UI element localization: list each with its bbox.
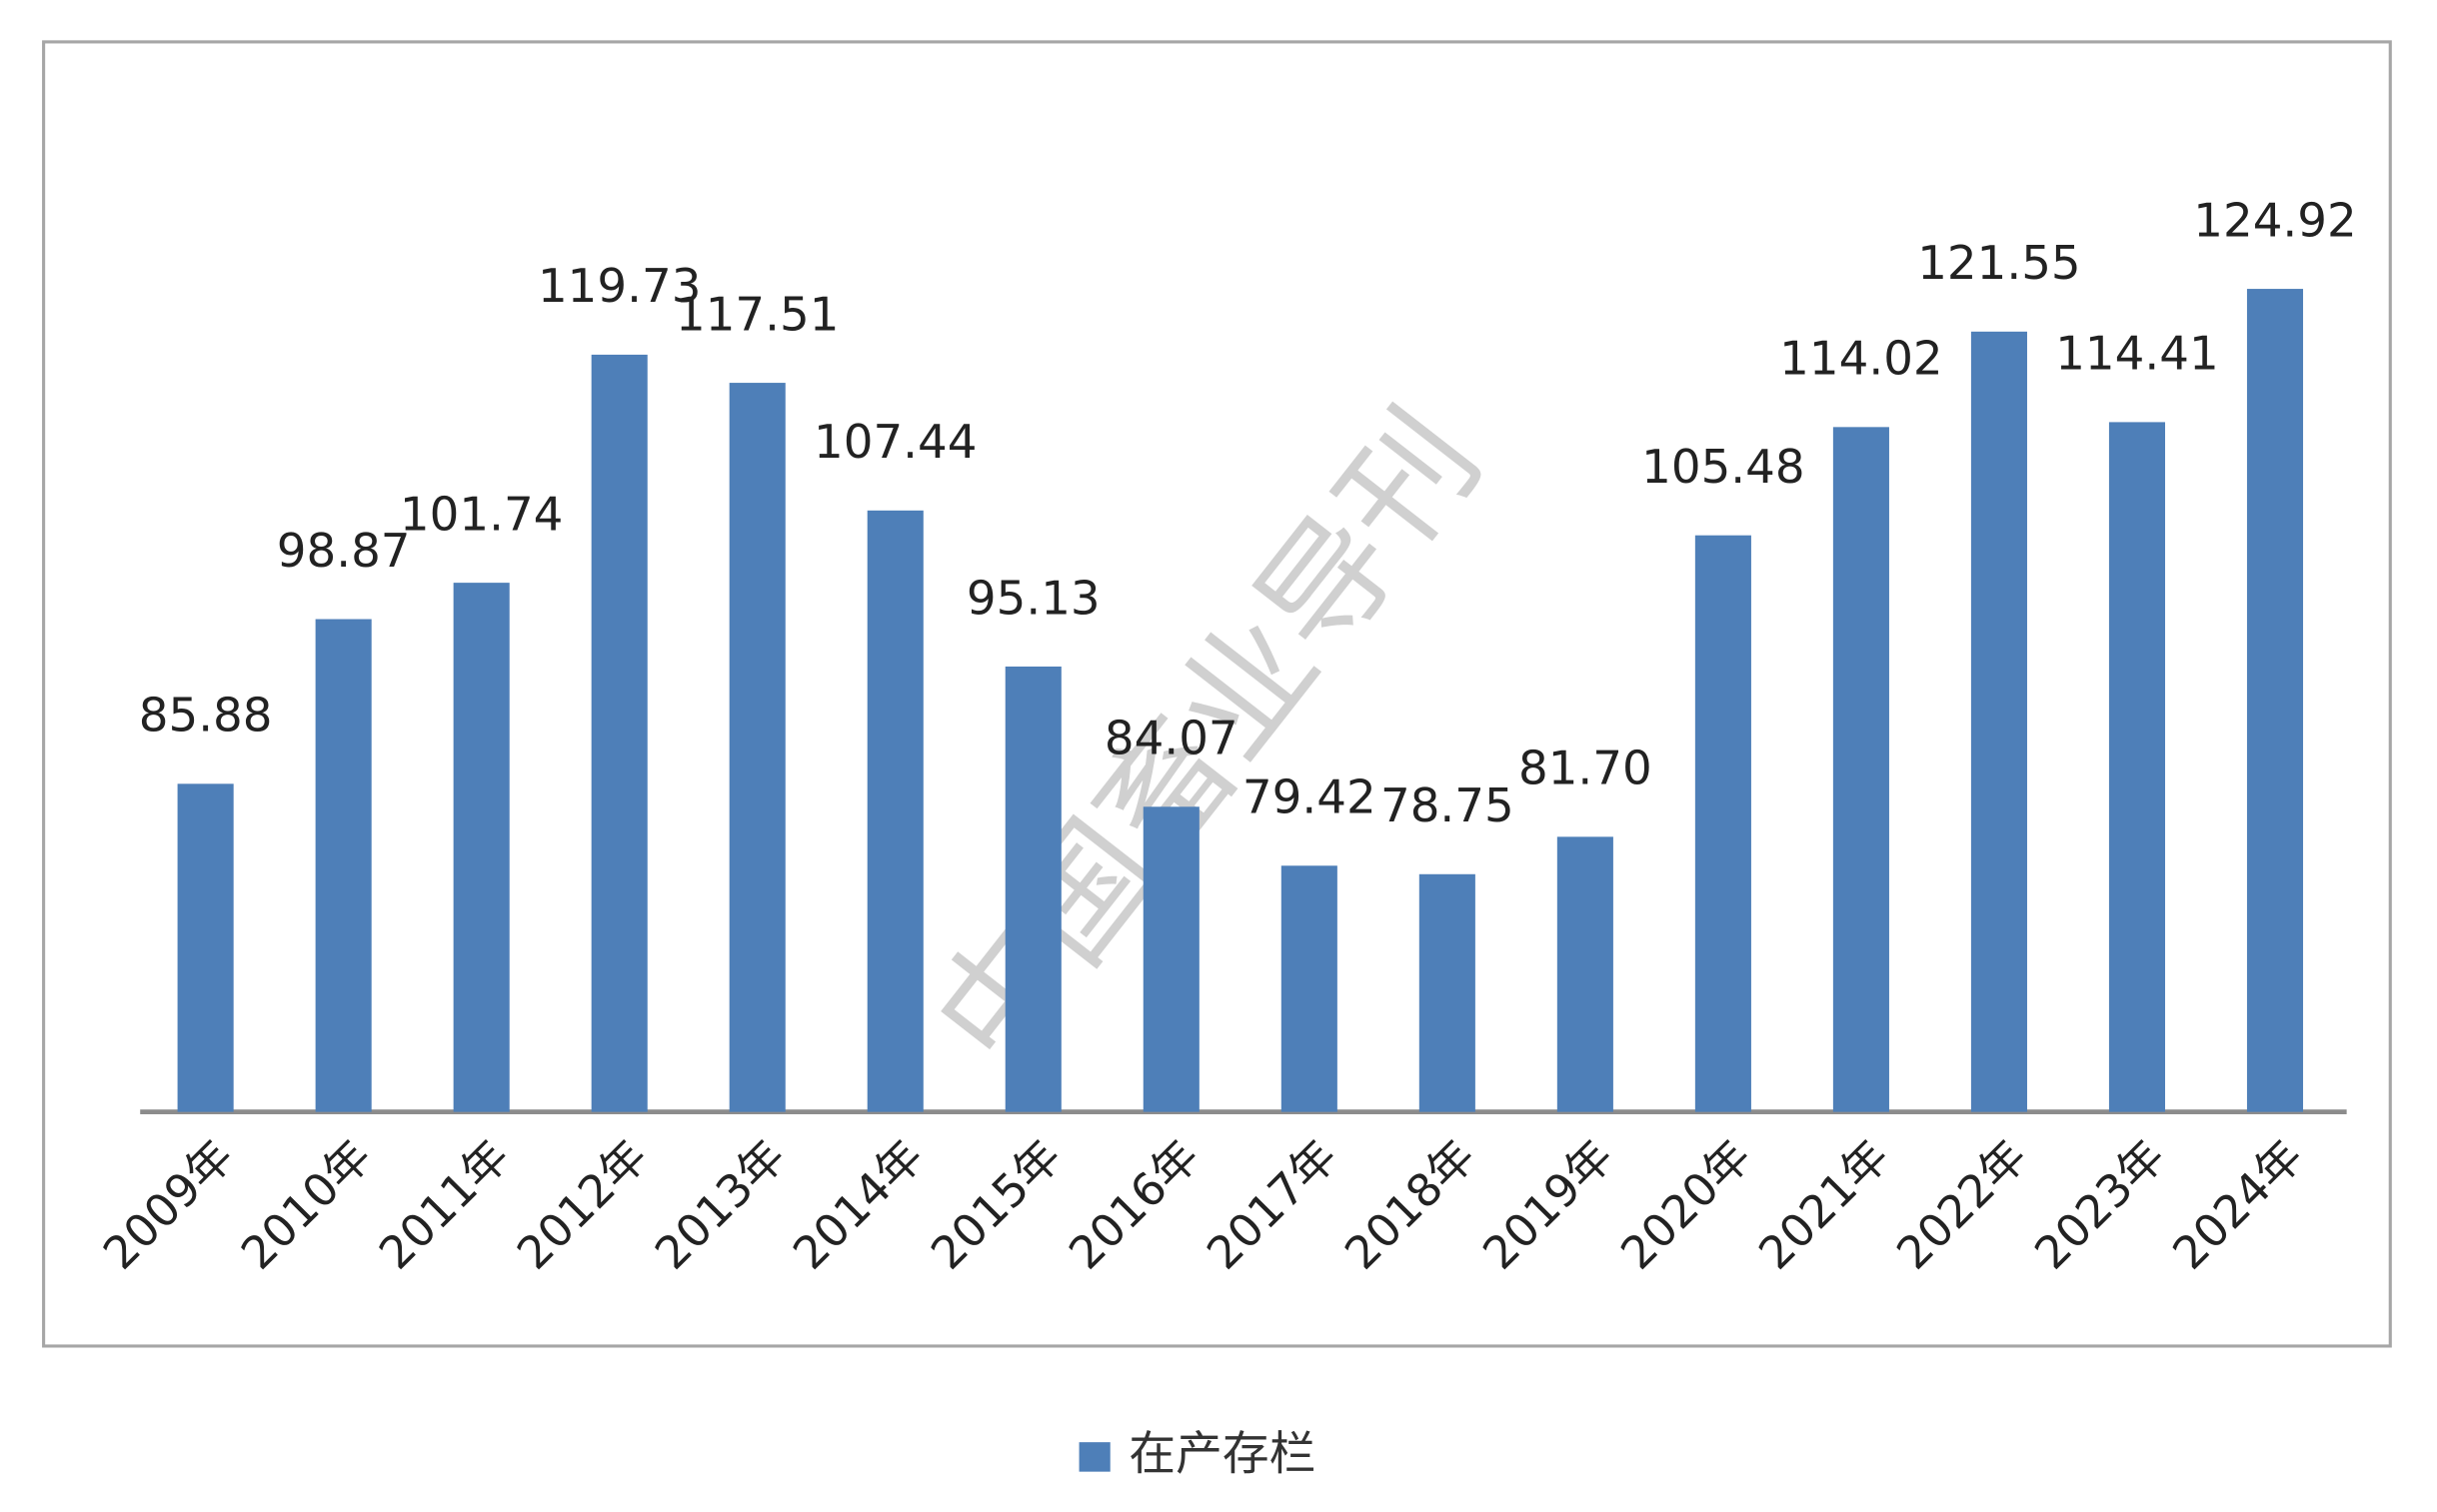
data-label: 105.48 bbox=[1641, 440, 1804, 494]
data-label: 98.87 bbox=[277, 524, 411, 578]
bar bbox=[1143, 806, 1200, 1112]
bar bbox=[1005, 666, 1062, 1112]
data-label: 85.88 bbox=[139, 689, 273, 743]
data-label: 119.73 bbox=[538, 259, 701, 313]
data-label: 124.92 bbox=[2193, 193, 2356, 247]
bar bbox=[1694, 535, 1751, 1112]
data-label: 117.51 bbox=[676, 287, 839, 341]
data-label: 78.75 bbox=[1380, 778, 1514, 832]
legend-swatch bbox=[1079, 1442, 1111, 1472]
bar bbox=[1832, 427, 1889, 1112]
bar bbox=[867, 510, 924, 1112]
data-label: 101.74 bbox=[400, 488, 563, 542]
bar bbox=[1280, 865, 1337, 1112]
bar bbox=[1418, 873, 1475, 1112]
bar bbox=[177, 783, 234, 1112]
bar bbox=[1556, 836, 1613, 1112]
bar bbox=[729, 383, 786, 1112]
data-label: 79.42 bbox=[1242, 770, 1376, 824]
legend-label: 在产存栏 bbox=[1129, 1427, 1315, 1481]
bar bbox=[1970, 331, 2027, 1112]
data-label: 84.07 bbox=[1105, 712, 1238, 765]
data-label: 81.70 bbox=[1518, 742, 1652, 795]
bar bbox=[591, 354, 648, 1112]
data-label: 121.55 bbox=[1917, 236, 2080, 290]
bar bbox=[2108, 422, 2166, 1112]
plot-frame bbox=[42, 40, 2392, 1348]
bar bbox=[2246, 289, 2304, 1112]
data-label: 95.13 bbox=[967, 571, 1101, 625]
data-label: 114.41 bbox=[2055, 327, 2218, 381]
bar bbox=[453, 583, 510, 1112]
bar bbox=[315, 619, 372, 1112]
data-label: 107.44 bbox=[814, 415, 977, 469]
data-label: 114.02 bbox=[1779, 332, 1942, 386]
